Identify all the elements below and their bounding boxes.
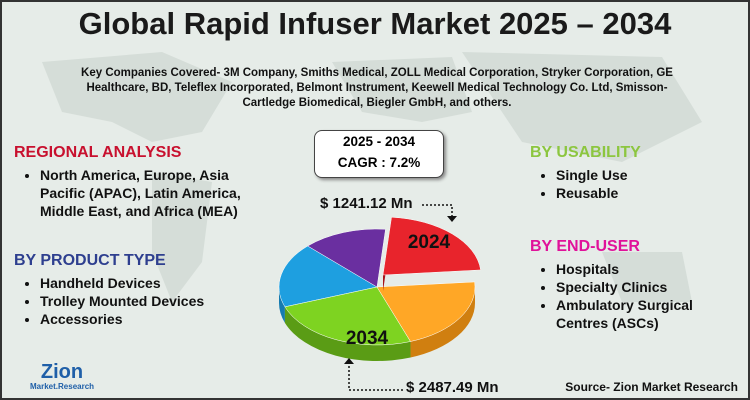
section-list: Handheld DevicesTrolley Mounted DevicesA… (14, 274, 264, 328)
slice-label: 2024 (408, 232, 451, 253)
section-list: Single UseReusable (530, 166, 740, 202)
leader (422, 204, 453, 216)
title: Global Rapid Infuser Market 2025 – 2034 (78, 6, 672, 41)
cagr-label: CAGR : 7.2% (337, 155, 421, 170)
leader (348, 362, 404, 391)
cagr-period: 2025 - 2034 (342, 134, 416, 149)
section: BY END-USER HospitalsSpecialty ClinicsAmb… (530, 238, 740, 332)
section-title: REGIONAL ANALYSIS (14, 144, 182, 161)
section-item: Reusable (556, 184, 740, 202)
section-item: Specialty Clinics (556, 278, 740, 296)
section-item: Hospitals (556, 260, 740, 278)
callout: $ 1241.12 Mn (320, 195, 413, 212)
section-list: North America, Europe, Asia Pacific (APA… (14, 166, 264, 220)
callout: $ 2487.49 Mn (406, 379, 499, 396)
logo-name: Zion (40, 361, 84, 383)
arrow (447, 216, 457, 222)
pie-slice (382, 216, 481, 276)
section-item: North America, Europe, Asia Pacific (APA… (40, 166, 264, 220)
section-item: Accessories (40, 310, 264, 328)
pie-slice (278, 245, 378, 308)
logo-sub: Market.Research (30, 382, 95, 391)
pie-slice (284, 286, 411, 346)
logo: Zion Market.Research (30, 362, 94, 391)
world-map (42, 52, 702, 302)
section: BY USABILITY Single UseReusable (530, 144, 740, 202)
arrow (344, 358, 354, 364)
pie-slice (307, 228, 386, 288)
section-item: Handheld Devices (40, 274, 264, 292)
section-item: Trolley Mounted Devices (40, 292, 264, 310)
section: REGIONAL ANALYSIS North America, Europe, … (14, 144, 264, 220)
section-title: BY PRODUCT TYPE (14, 252, 166, 269)
pie-side (410, 287, 475, 358)
section-list: HospitalsSpecialty ClinicsAmbulatory Sur… (530, 260, 740, 332)
cagr-box: 2025 - 2034 CAGR : 7.2% (314, 130, 444, 178)
slice-label: 2034 (346, 328, 389, 349)
pie-side (279, 287, 285, 323)
source: Source- Zion Market Research (565, 380, 738, 394)
section-title: BY END-USER (530, 238, 640, 255)
section-item: Ambulatory Surgical Centres (ASCs) (556, 296, 740, 332)
pie-side (284, 306, 411, 361)
section: BY PRODUCT TYPE Handheld DevicesTrolley M… (14, 252, 264, 328)
pie-slice (376, 281, 476, 342)
section-title: BY USABILITY (530, 144, 641, 161)
section-item: Single Use (556, 166, 740, 184)
companies: Key Companies Covered- 3M Company, Smith… (81, 67, 673, 109)
